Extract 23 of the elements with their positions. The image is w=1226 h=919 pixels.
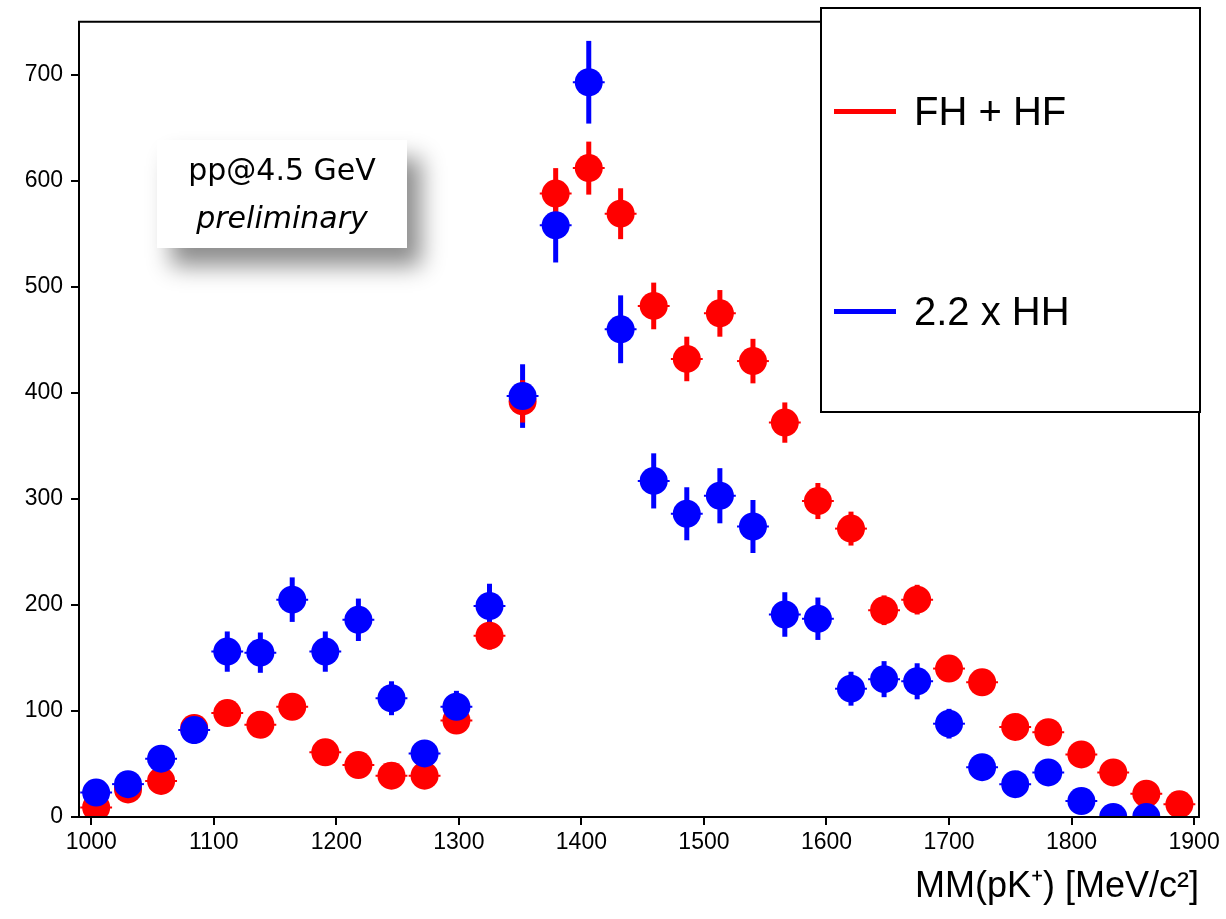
y-tick-label: 700 (24, 60, 63, 87)
annotation: pp@4.5 GeV (187, 151, 377, 189)
y-tick-label: 300 (24, 484, 63, 511)
x-axis-title: MM(pK⁺) [MeV/c²] (914, 864, 1199, 906)
x-tick-label: 1900 (1168, 828, 1220, 855)
y-tick-label: 0 (50, 802, 63, 829)
x-tick-label: 1500 (678, 828, 730, 855)
x-tick-label: 1600 (800, 828, 853, 855)
x-tick-label: 1200 (310, 828, 362, 855)
y-tick-label: 500 (24, 272, 63, 299)
y-tick-label: 400 (24, 378, 63, 405)
x-tick-label: 1300 (433, 828, 485, 855)
y-tick-label: 600 (24, 166, 63, 193)
y-tick-label: 100 (24, 696, 63, 723)
x-tick-label: 1100 (189, 828, 239, 855)
x-tick-label: 1800 (1045, 828, 1098, 855)
y-tick-label: 200 (24, 590, 63, 617)
annotation: preliminary (195, 199, 369, 237)
legend-label: 2.2 x HH (914, 289, 1070, 334)
x-tick-label: 1000 (65, 828, 117, 855)
x-tick-label: 1400 (555, 828, 607, 855)
x-tick-label: 1700 (923, 828, 975, 855)
legend-label: FH + HF (914, 89, 1067, 134)
